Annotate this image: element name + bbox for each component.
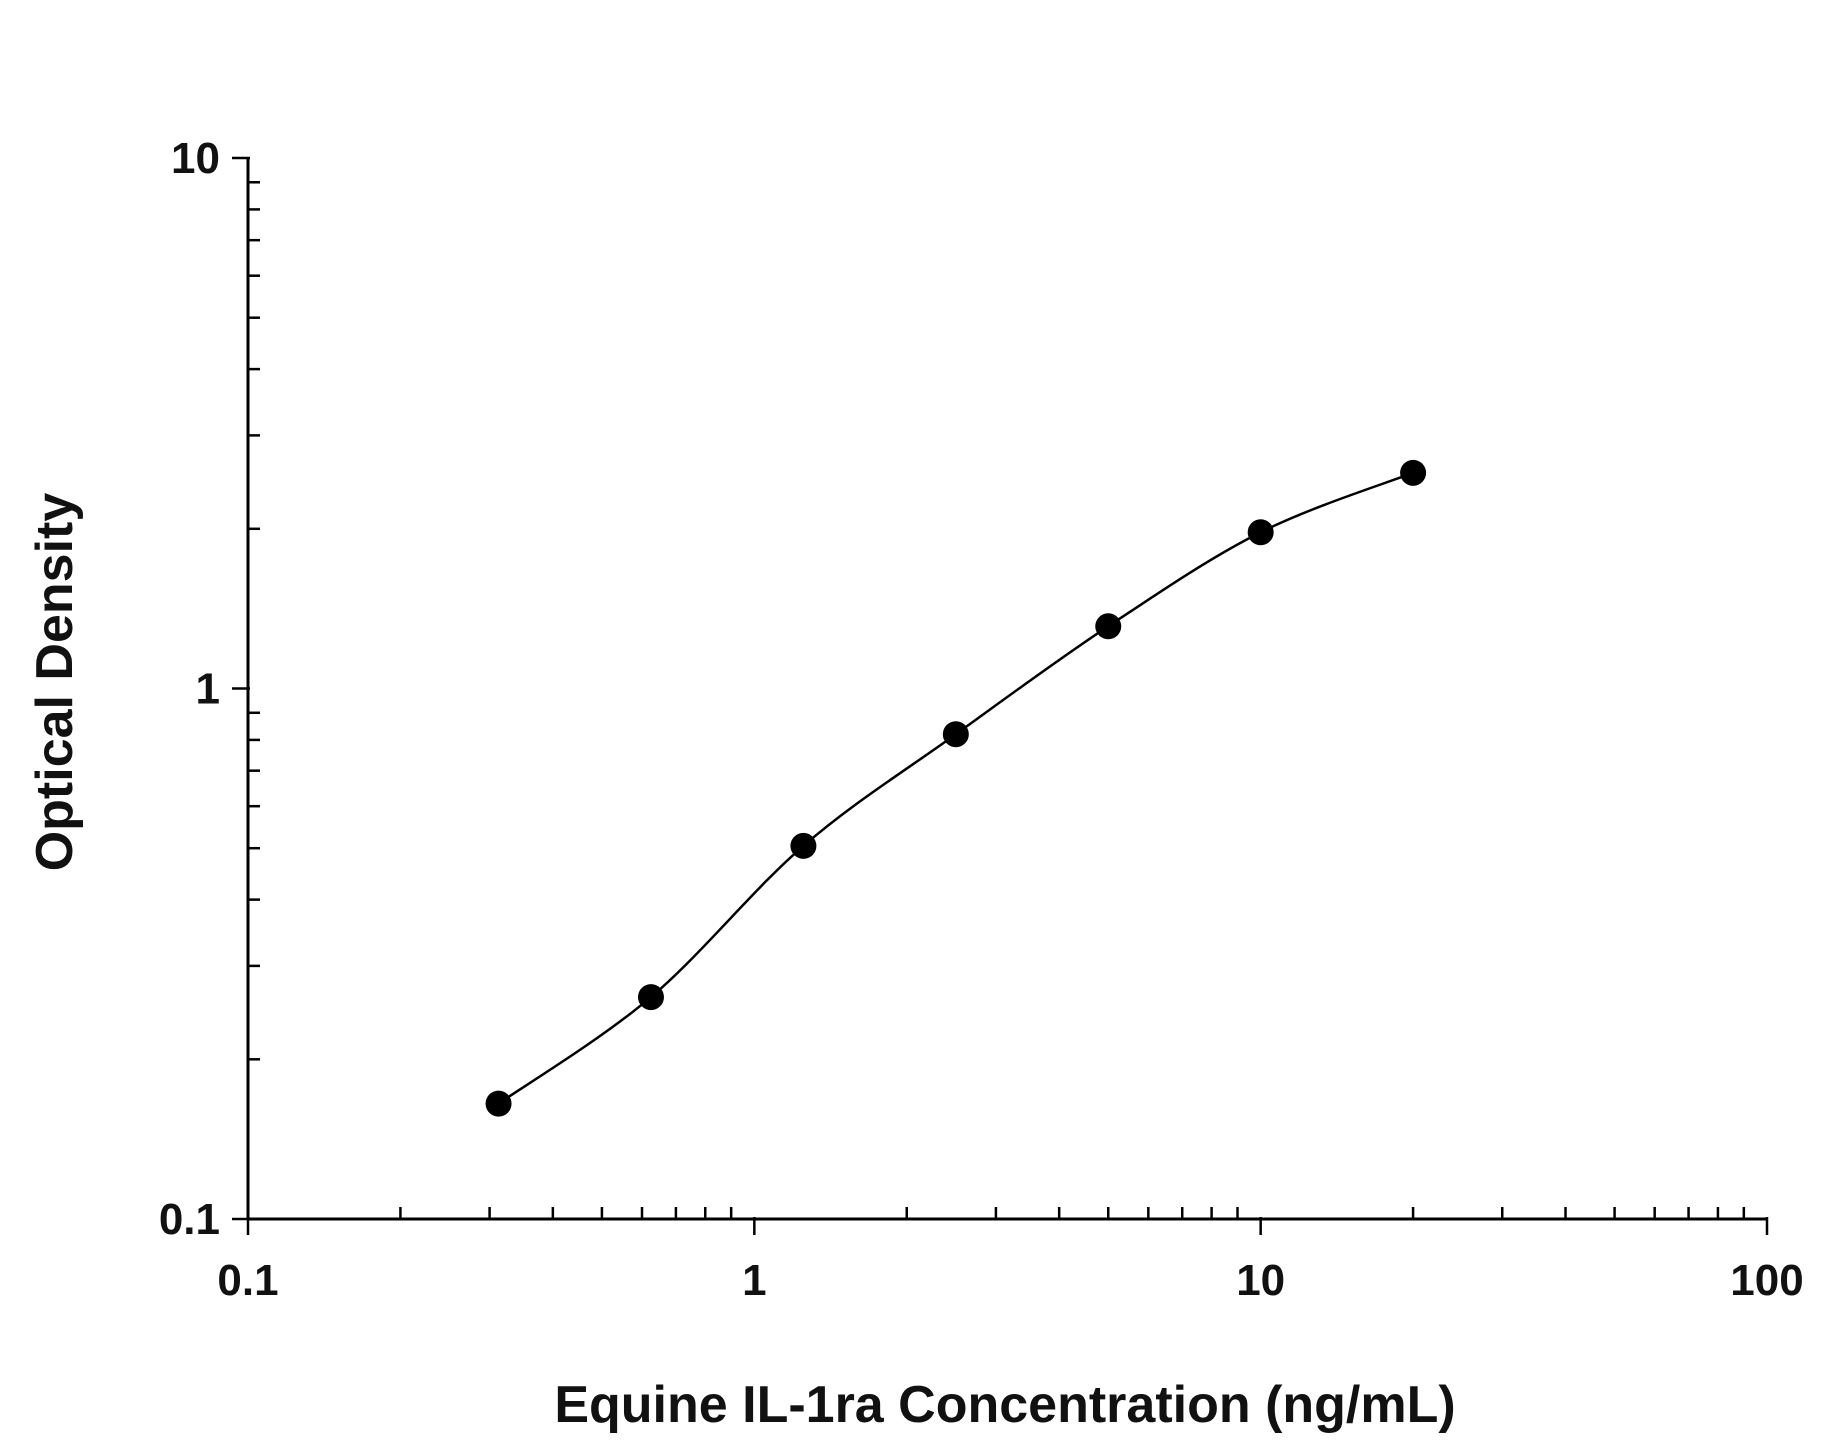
y-tick-label: 1 <box>196 665 220 714</box>
fit-curve <box>497 471 1414 1105</box>
x-tick-labels: 0.1 1 10 100 <box>217 1256 1803 1305</box>
data-points <box>485 459 1427 1117</box>
data-point <box>485 1090 512 1117</box>
x-tick-label: 10 <box>1236 1256 1285 1305</box>
y-major-ticks <box>232 156 250 1221</box>
y-tick-label: 10 <box>171 134 220 183</box>
y-minor-ticks <box>248 181 260 1061</box>
x-tick-label: 1 <box>742 1256 766 1305</box>
x-tick-label: 0.1 <box>217 1256 278 1305</box>
data-point <box>637 984 664 1011</box>
y-tick-label: 0.1 <box>159 1195 220 1244</box>
data-point <box>1247 519 1274 546</box>
x-axis-title: Equine IL-1ra Concentration (ng/mL) <box>554 1376 1455 1434</box>
data-point <box>1400 459 1427 486</box>
axes <box>232 156 1769 1235</box>
data-point <box>942 721 969 748</box>
x-tick-label: 100 <box>1730 1256 1803 1305</box>
x-minor-ticks <box>399 1207 1746 1219</box>
data-point <box>790 832 817 859</box>
data-point <box>1095 613 1122 640</box>
y-axis-title: Optical Density <box>26 493 84 872</box>
y-tick-labels: 0.1 1 10 <box>159 134 220 1244</box>
